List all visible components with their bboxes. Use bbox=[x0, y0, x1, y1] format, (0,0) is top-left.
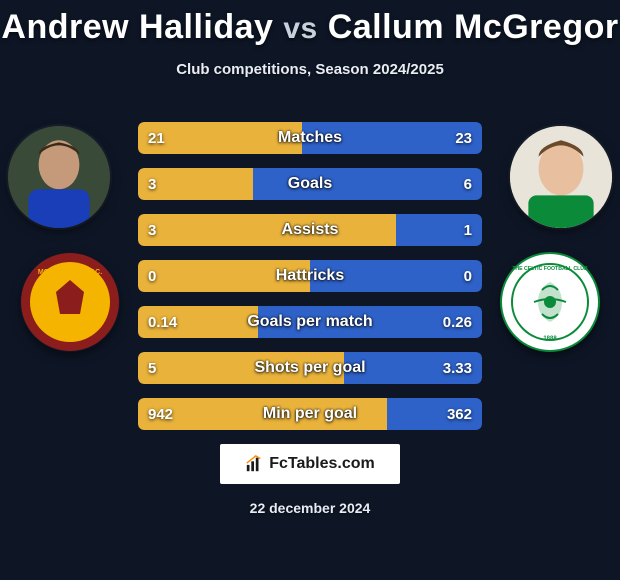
stat-bar-left bbox=[138, 398, 387, 430]
stat-bar-right bbox=[310, 260, 482, 292]
player2-club-crest: THE CELTIC FOOTBALL CLUB 1888 bbox=[500, 252, 600, 352]
stat-bars: 2123Matches 36Goals 31Assists 00Hattricks 0.… bbox=[138, 122, 482, 444]
stat-row: 53.33Shots per goal bbox=[138, 352, 482, 384]
stat-row: 36Goals bbox=[138, 168, 482, 200]
stat-bar-right bbox=[344, 352, 482, 384]
stat-row: 00Hattricks bbox=[138, 260, 482, 292]
fctables-text: FcTables.com bbox=[269, 455, 375, 473]
stat-bar-left bbox=[138, 306, 258, 338]
stat-bar-right bbox=[396, 214, 482, 246]
infographic-date: 22 december 2024 bbox=[0, 500, 620, 516]
svg-text:1888: 1888 bbox=[543, 336, 557, 342]
subtitle: Club competitions, Season 2024/2025 bbox=[0, 61, 620, 78]
stat-bar-right bbox=[302, 122, 482, 154]
player1-name: Andrew Halliday bbox=[1, 8, 273, 46]
player1-avatar bbox=[8, 126, 110, 228]
comparison-title: Andrew Halliday vs Callum McGregor bbox=[0, 0, 620, 47]
stat-bar-left bbox=[138, 352, 344, 384]
svg-text:MOTHERWELL F.C.: MOTHERWELL F.C. bbox=[38, 269, 102, 276]
svg-text:EST. 1886: EST. 1886 bbox=[54, 331, 86, 338]
stat-bar-right bbox=[387, 398, 482, 430]
stat-bar-left bbox=[138, 214, 396, 246]
player1-club-crest: MOTHERWELL F.C. EST. 1886 bbox=[20, 252, 120, 352]
stat-bar-left bbox=[138, 168, 253, 200]
stat-bar-right bbox=[258, 306, 482, 338]
fctables-logo: FcTables.com bbox=[220, 444, 400, 484]
stat-bar-left bbox=[138, 260, 310, 292]
player2-name: Callum McGregor bbox=[328, 8, 619, 46]
svg-text:THE CELTIC FOOTBALL CLUB: THE CELTIC FOOTBALL CLUB bbox=[512, 266, 588, 272]
stat-row: 2123Matches bbox=[138, 122, 482, 154]
stat-row: 0.140.26Goals per match bbox=[138, 306, 482, 338]
player2-avatar bbox=[510, 126, 612, 228]
stat-bar-left bbox=[138, 122, 302, 154]
stat-row: 31Assists bbox=[138, 214, 482, 246]
stat-row: 942362Min per goal bbox=[138, 398, 482, 430]
stat-bar-right bbox=[253, 168, 482, 200]
vs-text: vs bbox=[283, 12, 317, 45]
chart-icon bbox=[245, 455, 263, 473]
